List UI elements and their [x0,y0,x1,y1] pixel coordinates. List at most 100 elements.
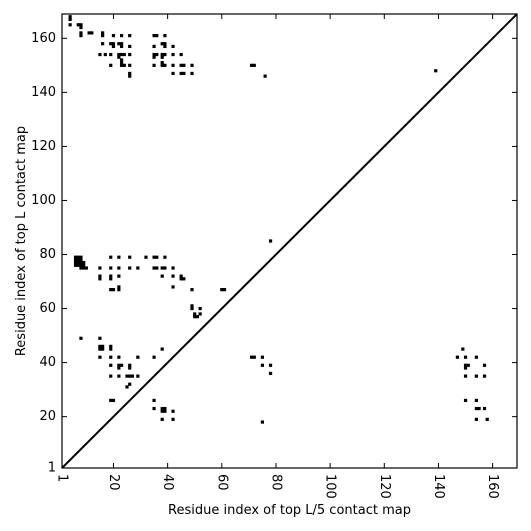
contact-point [98,274,102,278]
contact-point [171,274,175,278]
contact-point [119,58,124,62]
contact-point [101,31,105,35]
contact-point [109,344,113,348]
contact-point [117,366,121,370]
contact-point [84,266,88,270]
contact-point [109,355,113,359]
y-tick-label: 60 [39,301,56,316]
contact-point [171,44,175,49]
contact-point [160,274,164,278]
contact-point [98,336,102,340]
contact-point [128,255,132,259]
contact-point [136,355,140,359]
contact-point [482,363,487,367]
contact-point [260,420,265,424]
contact-point [117,285,121,289]
contact-point [268,371,273,376]
contact-point [160,406,164,411]
contact-point [128,363,132,367]
contact-point [109,374,113,378]
y-tick-label: 140 [31,85,56,100]
contact-point [463,374,468,378]
contact-point [163,266,167,270]
contact-point [82,263,86,267]
contact-point [463,355,468,359]
contact-point [463,366,468,370]
contact-point [160,347,164,351]
contact-point [98,52,102,57]
contact-point [117,55,121,59]
contact-point [171,285,175,289]
contact-point [252,355,256,359]
contact-point [128,366,132,370]
contact-point [163,63,167,67]
contact-point [79,258,83,262]
contact-point [130,374,135,378]
y-tick-label: 1 [48,461,56,476]
contact-point [179,52,183,57]
contact-point [125,385,129,389]
contact-point [482,406,487,411]
contact-point [79,31,83,35]
contact-point [434,69,438,73]
contact-point [109,52,113,57]
contact-point [101,347,105,351]
contact-point [73,258,78,262]
contact-point [128,71,132,76]
x-tick-label: 20 [106,474,121,491]
contact-point [260,363,265,367]
contact-point [98,355,102,359]
contact-point [466,363,470,367]
contact-point [171,409,175,413]
contact-point [119,363,124,367]
contact-point [249,63,254,67]
contact-point [109,255,113,259]
contact-point [128,34,132,38]
contact-point [119,63,124,67]
contact-point [98,347,102,351]
contact-point [109,63,113,67]
contact-point [109,363,113,367]
contact-point [111,44,116,49]
contact-point [111,42,116,46]
contact-point [109,274,113,278]
x-tick-label: 140 [431,474,446,499]
contact-point [163,255,167,259]
contact-point [474,398,478,403]
contact-point [171,417,175,421]
contact-point [128,374,132,378]
contact-point [128,266,132,270]
contact-point [477,406,481,411]
contact-point [98,344,102,348]
contact-point [474,374,478,378]
contact-point [109,288,113,292]
contact-point [136,374,140,378]
contact-point [68,23,72,27]
contact-point [249,355,254,359]
contact-points [68,15,489,424]
contact-point [98,266,102,270]
contact-point [152,266,156,270]
contact-point [171,266,175,270]
contact-point [163,406,167,411]
contact-point [152,55,156,59]
contact-point [79,23,83,27]
y-tick-label: 80 [39,247,56,262]
contact-point [152,63,156,67]
contact-point [463,363,468,367]
contact-point [103,52,107,57]
contact-point [87,31,91,35]
contact-point [155,34,159,38]
contact-point [220,288,224,292]
contact-point [198,306,202,311]
contact-point [109,398,113,403]
y-tick-label: 100 [31,193,56,208]
contact-point [179,63,183,67]
contact-point [117,52,121,57]
contact-point [73,261,78,265]
contact-point [163,42,167,46]
contact-point [82,261,86,265]
contact-point [190,63,194,67]
contact-point [179,71,183,76]
